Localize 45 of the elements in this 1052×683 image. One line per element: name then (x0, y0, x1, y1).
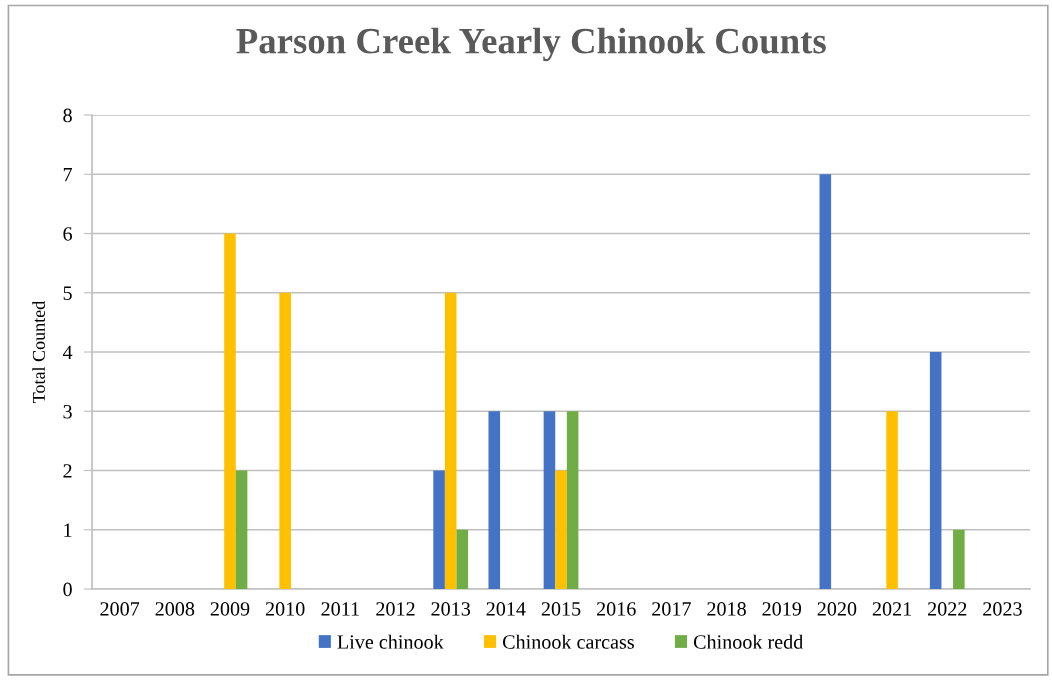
legend-label: Chinook redd (693, 634, 804, 649)
chart-title: Parson Creek Yearly Chinook Counts (236, 27, 826, 62)
y-tick-label: 2 (63, 464, 72, 478)
y-tick-label: 3 (63, 404, 72, 419)
y-tick-label: 4 (62, 345, 73, 360)
bar (444, 292, 457, 590)
y-tick-label: 7 (63, 168, 73, 182)
bar (235, 470, 248, 590)
bar (566, 411, 579, 590)
x-tick-label: 2010 (265, 602, 305, 616)
bar (543, 411, 556, 590)
legend-label: Chinook carcass (502, 634, 634, 649)
bar (224, 233, 236, 590)
bar (953, 529, 965, 590)
x-tick-label: 2009 (210, 602, 250, 616)
legend-label: Live chinook (337, 634, 444, 649)
y-axis-title: Total Counted (32, 300, 45, 403)
x-tick-label: 2021 (872, 602, 912, 616)
bar (488, 411, 501, 590)
bar (819, 174, 832, 590)
x-tick-label: 2018 (707, 602, 746, 616)
y-tick-label: 8 (63, 108, 72, 123)
y-tick-label: 5 (63, 286, 72, 300)
bar (456, 529, 469, 590)
bar (555, 470, 567, 590)
bar (886, 411, 898, 590)
bar (279, 292, 291, 590)
x-tick-label: 2008 (155, 602, 195, 616)
x-tick-label: 2013 (431, 602, 471, 616)
x-tick-label: 2022 (928, 602, 967, 616)
x-tick-label: 2019 (762, 602, 802, 616)
x-tick-label: 2023 (983, 602, 1022, 616)
x-tick-label: 2020 (817, 602, 857, 616)
y-tick-label: 6 (63, 227, 72, 241)
y-tick-label: 1 (64, 523, 72, 537)
x-tick-label: 2016 (596, 602, 636, 616)
x-tick-label: 2017 (652, 602, 691, 616)
x-tick-label: 2011 (321, 602, 359, 616)
x-tick-label: 2014 (486, 602, 526, 616)
x-tick-label: 2015 (541, 602, 581, 616)
x-tick-label: 2012 (376, 602, 415, 616)
bar (929, 352, 942, 590)
y-tick-label: 0 (63, 582, 72, 597)
bar (433, 470, 445, 590)
x-tick-label: 2007 (100, 602, 140, 616)
